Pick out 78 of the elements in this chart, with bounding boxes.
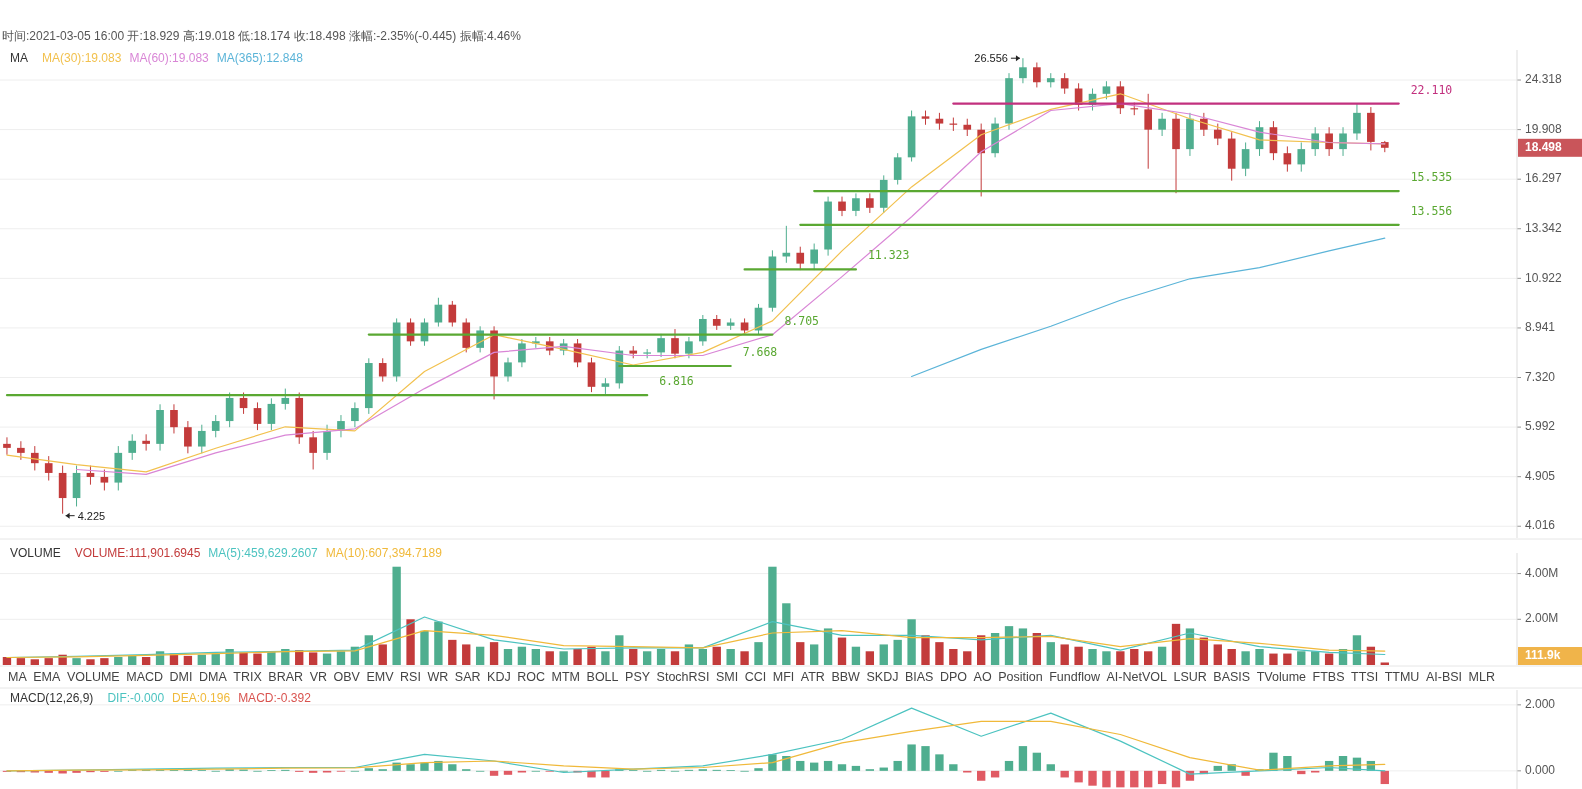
y-tick-label: 5.992 <box>1525 419 1556 434</box>
text: TRIX <box>233 670 263 684</box>
legend-title: MA <box>10 51 28 65</box>
y-tick-label: 0.000 <box>1525 763 1556 778</box>
text: SAR <box>454 670 481 684</box>
text: MA(60):19.083 <box>129 51 210 65</box>
annotation: 13.556 <box>1410 203 1453 218</box>
text: BBW <box>831 670 861 684</box>
y-tick-label: 2.00M <box>1525 611 1559 626</box>
annotation: 6.816 <box>659 374 694 389</box>
annotation: 8.705 <box>784 313 820 328</box>
annotation: 22.110 <box>1410 82 1453 97</box>
text: FTBS <box>1312 670 1345 684</box>
text: OBV <box>333 670 361 684</box>
text: EMA <box>33 670 62 684</box>
text: EMV <box>366 670 395 684</box>
text: SMI <box>715 670 739 684</box>
y-tick-label: 2.000 <box>1525 697 1556 712</box>
legend-title: MACD(12,26,9) <box>10 691 94 705</box>
text: 111.9k <box>1525 648 1561 663</box>
text: MA(30):19.083 <box>42 51 122 65</box>
text: DMI <box>169 670 193 684</box>
text: AI-BSI <box>1425 670 1463 684</box>
y-tick-label: 4.016 <box>1525 518 1556 533</box>
text: MACD <box>126 670 164 684</box>
text: MACD:-0.392 <box>238 691 312 705</box>
text: MTM <box>551 670 581 684</box>
text: BOLL <box>586 670 619 684</box>
y-tick-label: 19.908 <box>1525 121 1563 136</box>
y-tick-label: 7.320 <box>1525 369 1556 384</box>
text: Position <box>998 670 1043 684</box>
y-tick-label: 24.318 <box>1525 72 1563 87</box>
text: TVolume <box>1256 670 1307 684</box>
text: AO <box>973 670 992 684</box>
y-tick-label: 8.941 <box>1525 320 1556 335</box>
text: DEA:0.196 <box>172 691 231 705</box>
text: CCI <box>744 670 767 684</box>
y-tick-label: 4.00M <box>1525 565 1559 580</box>
annotation: 11.323 <box>867 248 910 263</box>
text: MA(10):607,394.7189 <box>325 546 443 560</box>
text: VR <box>309 670 328 684</box>
text: MA(365):12.848 <box>216 51 304 65</box>
text: MLR <box>1468 670 1495 684</box>
y-tick-label: 13.342 <box>1525 220 1563 235</box>
y-tick-label: 4.905 <box>1525 468 1556 483</box>
text: MA(5):459,629.2607 <box>208 546 319 560</box>
annotation: 7.668 <box>742 344 778 359</box>
text: TTMU <box>1384 670 1420 684</box>
chart-title: 时间:2021-03-05 16:00 开:18.929 高:19.018 低:18.174 收:18.498 涨幅:-2.35%(-0.445) 振幅:4.46% <box>2 29 522 43</box>
text: SKDJ <box>866 670 899 684</box>
y-tick-label: 10.922 <box>1525 270 1563 285</box>
text: VOLUME:111,901.6945 <box>74 546 201 560</box>
text: 18.498 <box>1525 139 1563 154</box>
text: Fundflow <box>1049 670 1101 684</box>
y-tick-label: 16.297 <box>1525 171 1563 186</box>
annotation: 26.556 <box>974 52 1008 65</box>
text: BRAR <box>268 670 304 684</box>
text: ROC <box>517 670 546 684</box>
text: RSI <box>400 670 421 684</box>
text: BIAS <box>904 670 934 684</box>
text: VOLUME <box>66 670 120 684</box>
text: TTSI <box>1351 670 1379 684</box>
legend-title: VOLUME <box>10 546 61 560</box>
text: WR <box>427 670 449 684</box>
text: MA <box>8 670 28 684</box>
text: BASIS <box>1213 670 1251 684</box>
text: PSY <box>625 670 651 684</box>
annotation: 4.225 <box>77 509 106 522</box>
text: MFI <box>772 670 795 684</box>
text: ATR <box>800 670 825 684</box>
text: KDJ <box>487 670 511 684</box>
text: AI-NetVOL <box>1106 670 1167 684</box>
text: StochRSI <box>656 670 710 684</box>
text: DIF:-0.000 <box>107 691 165 705</box>
text: DPO <box>939 670 968 684</box>
annotation: 15.535 <box>1410 170 1453 185</box>
text: DMA <box>199 670 228 684</box>
text: LSUR <box>1173 670 1207 684</box>
